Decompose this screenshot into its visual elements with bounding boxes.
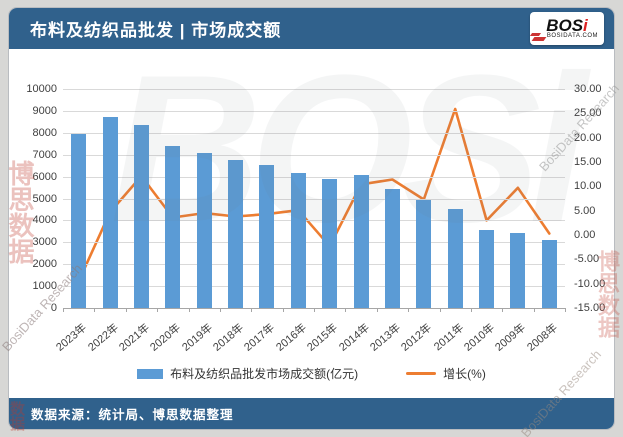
- bosi-logo: BOSi BOSIDATA.COM: [530, 12, 604, 45]
- gridline: [63, 286, 565, 288]
- right-axis-tick-label: -10.00: [574, 277, 606, 290]
- bar-2021年: [133, 125, 149, 308]
- gridline: [63, 89, 565, 90]
- card-header: 布料及纺织品批发 | 市场成交额 BOSi BOSIDATA.COM: [9, 8, 614, 49]
- x-axis-tick: [157, 308, 159, 312]
- left-axis-tick-label: 5000: [32, 192, 57, 205]
- x-axis-tick: [502, 308, 504, 312]
- x-axis-label-2023年: 2023年: [54, 321, 90, 354]
- bar-2009年: [510, 232, 526, 308]
- legend-bar-swatch: [137, 368, 164, 379]
- x-axis-label-2019年: 2019年: [179, 321, 215, 354]
- right-axis-tick-label: 5.00: [574, 204, 596, 217]
- bar-2016年: [290, 172, 306, 308]
- left-axis-tick-label: 8000: [32, 126, 57, 139]
- bar-2017年: [259, 164, 275, 308]
- x-axis-label-2015年: 2015年: [305, 321, 341, 354]
- x-axis-label-2021年: 2021年: [117, 321, 152, 354]
- x-axis-tick: [376, 308, 378, 312]
- growth-line-series: [77, 107, 551, 283]
- left-axis-tick-label: 0: [50, 302, 57, 314]
- logo-slash-icon: [530, 33, 542, 36]
- bosi-logo-subtext: BOSIDATA.COM: [546, 32, 598, 39]
- bar-2019年: [196, 152, 212, 308]
- left-axis-tick-label: 2000: [32, 258, 57, 271]
- x-axis-label-2009年: 2009年: [493, 321, 529, 354]
- legend-line-label: 增长(%): [443, 367, 486, 381]
- chart-plot-area: 0 1000 2000 3000 4000 5000 6000 7000 8000 9000 100…: [9, 49, 615, 369]
- right-axis-tick-label: 20.00: [574, 131, 602, 144]
- logo-slash-icon: [531, 37, 547, 41]
- left-axis-tick-label: 3000: [32, 236, 57, 249]
- x-axis-label-2017年: 2017年: [242, 321, 278, 354]
- right-axis-tick-label: 25.00: [574, 107, 602, 120]
- x-axis-label-2020年: 2020年: [148, 321, 184, 354]
- chart-legend: 布料及纺织品批发市场成交额(亿元) 增长(%): [9, 365, 614, 382]
- x-axis-tick: [408, 308, 410, 312]
- x-axis-label-2018年: 2018年: [211, 321, 247, 354]
- bar-2018年: [228, 159, 244, 308]
- card-footer: 数据来源：统计局、博思数据整理: [9, 398, 614, 429]
- x-axis-label-2008年: 2008年: [524, 321, 560, 354]
- bar-2022年: [102, 116, 118, 308]
- legend-bar-label: 布料及纺织品批发市场成交额(亿元): [170, 367, 359, 381]
- x-axis-tick: [63, 308, 64, 312]
- left-axis-tick-label: 1000: [32, 280, 57, 293]
- left-axis-tick-label: 7000: [32, 148, 57, 161]
- x-axis-label-2013年: 2013年: [368, 321, 403, 354]
- gridline: [63, 110, 565, 112]
- legend-item-line: 增长(%): [406, 365, 486, 382]
- x-axis-label-2012年: 2012年: [399, 321, 435, 354]
- x-axis-tick: [439, 308, 441, 312]
- right-axis-tick-label: 15.00: [574, 156, 602, 168]
- x-axis-tick: [125, 308, 127, 312]
- gridline: [63, 264, 565, 266]
- bar-2012年: [416, 200, 432, 308]
- x-axis-label-2010年: 2010年: [462, 321, 498, 354]
- page-title: 布料及纺织品批发 | 市场成交额: [30, 21, 282, 40]
- left-axis-tick-label: 4000: [32, 214, 57, 227]
- gridline: [63, 220, 565, 222]
- gridline: [63, 242, 565, 244]
- gridline: [63, 132, 565, 134]
- gridline: [63, 154, 565, 156]
- x-axis-label-2016年: 2016年: [273, 321, 309, 354]
- x-axis-tick: [565, 308, 566, 312]
- left-axis-tick-label: 6000: [32, 170, 57, 183]
- x-axis-tick: [314, 308, 315, 312]
- data-source-text: 数据来源：统计局、博思数据整理: [31, 408, 234, 422]
- gridline: [63, 176, 565, 178]
- gridline: [63, 198, 565, 200]
- x-axis-tick: [533, 308, 535, 312]
- chart-card: 布料及纺织品批发 | 市场成交额 BOSi BOSIDATA.COM 0 1000…: [8, 7, 615, 430]
- bar-2011年: [447, 209, 463, 308]
- left-axis-tick-label: 9000: [32, 104, 57, 117]
- bar-2013年: [384, 188, 400, 308]
- x-axis-tick: [251, 308, 253, 312]
- x-axis-label-2011年: 2011年: [431, 321, 466, 354]
- x-axis-tick: [94, 308, 96, 312]
- bar-2014年: [353, 175, 369, 308]
- x-axis-tick: [219, 308, 221, 312]
- x-axis-tick: [470, 308, 472, 312]
- right-axis-tick-label: -15.00: [574, 302, 606, 314]
- x-axis-tick: [345, 308, 347, 312]
- left-axis-tick-label: 10000: [26, 83, 57, 95]
- bar-2023年: [71, 134, 87, 308]
- bosi-logo-text: BOSi: [546, 15, 588, 35]
- x-axis-label-2022年: 2022年: [85, 321, 121, 354]
- legend-line-swatch: [406, 372, 437, 375]
- right-axis-tick-label: 10.00: [574, 180, 602, 193]
- bar-2008年: [541, 239, 557, 308]
- bar-2015年: [322, 179, 338, 308]
- bar-2010年: [479, 229, 495, 308]
- right-axis-tick-label: -5.00: [574, 253, 600, 266]
- x-axis-label-2014年: 2014年: [336, 321, 372, 354]
- x-axis-tick: [188, 308, 190, 312]
- legend-item-bars: 布料及纺织品批发市场成交额(亿元): [137, 365, 358, 382]
- right-axis-tick-label: 0.00: [574, 229, 596, 241]
- x-axis-tick: [282, 308, 284, 312]
- right-axis-tick-label: 30.00: [574, 83, 602, 95]
- bar-2020年: [165, 145, 181, 308]
